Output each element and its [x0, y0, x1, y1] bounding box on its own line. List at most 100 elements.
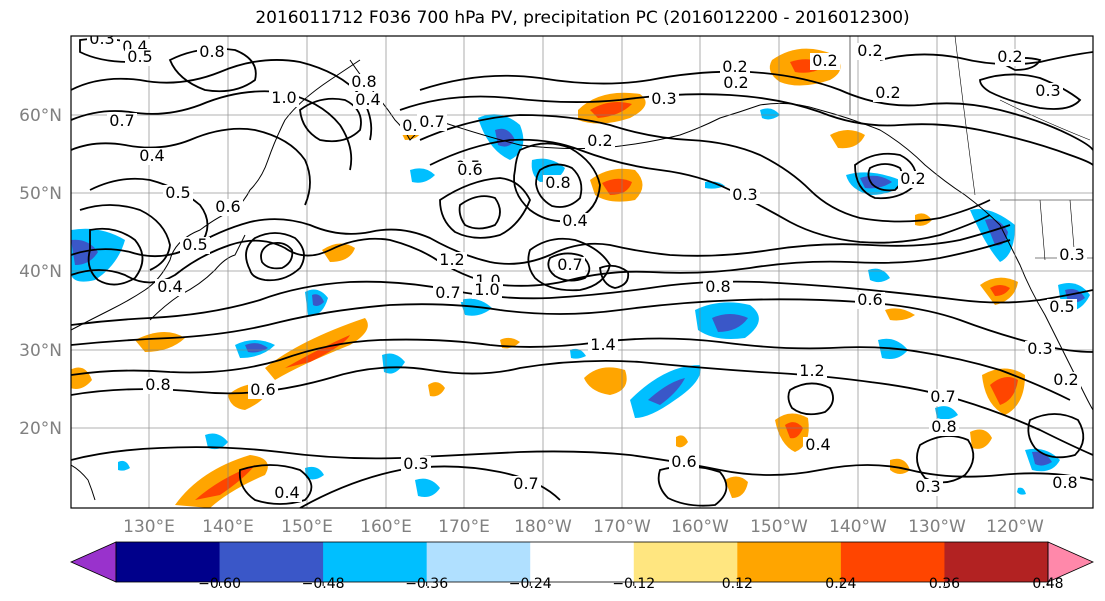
colorbar-swatch: [426, 542, 531, 582]
contour-label: 0.4: [139, 146, 164, 165]
contour-label-bg: [928, 389, 958, 406]
longitude-label: 150°E: [281, 517, 333, 537]
contour-label: 0.2: [997, 47, 1022, 66]
contour-label-bg: [649, 91, 679, 108]
shade-positive: [584, 367, 627, 395]
contour-label-bg: [155, 279, 185, 296]
latitude-labels: 60°N 50°N 40°N 30°N 20°N: [19, 106, 62, 439]
contour-label-bg: [455, 162, 485, 179]
contour-label: 0.3: [1059, 245, 1084, 264]
contour-label: 0.2: [587, 131, 612, 150]
colorbar-swatch: [633, 542, 738, 582]
contour-label: 1.2: [799, 361, 824, 380]
contour-label-bg: [929, 419, 959, 436]
map-panel: 0.3 0.40.5 0.81.00.70.40.50.60.50.40.80.40…: [71, 29, 1093, 508]
pv-contour: [916, 435, 975, 484]
shade-positive: [785, 422, 803, 439]
coastline-taiwan: [71, 464, 96, 501]
colorbar-tick-label: 0.36: [929, 576, 960, 592]
contour-label: 0.5: [127, 47, 152, 66]
shade-negative: [312, 294, 324, 306]
contour-label: 0.3: [1035, 81, 1060, 100]
contour-label: 0.3: [89, 29, 114, 48]
border-alaska-canada: [954, 36, 976, 196]
contour-label-bg: [349, 74, 379, 91]
colorbar-swatch: [737, 542, 842, 582]
pv-contour: [867, 163, 904, 192]
colorbar-swatch: [530, 542, 635, 582]
longitude-label: 120°W: [986, 517, 1044, 537]
shade-positive: [890, 458, 910, 474]
contour-label-bg: [1033, 83, 1063, 100]
contour-label-bg: [1057, 247, 1087, 264]
coastline-japan: [149, 234, 246, 321]
contour-label: 0.2: [857, 41, 882, 60]
longitude-labels: 130°E 140°E 150°E 160°E 170°E 180°W 170°W 160°W…: [123, 517, 1044, 537]
contour-label-bg: [437, 252, 467, 269]
contour-label: 0.3: [732, 185, 757, 204]
contour-label: 1.2: [439, 250, 464, 269]
pv-contour: [71, 280, 1093, 326]
colorbar: −0.60 −0.48 −0.36 −0.24 −0.12 0.12 0.24 0.36 0.4…: [70, 541, 1094, 592]
contour-label: 0.7: [109, 111, 134, 130]
border-canada-province: [999, 99, 1091, 141]
contour-label: 1.0: [474, 280, 499, 299]
pv-contour: [299, 97, 362, 143]
contour-label-bg: [855, 292, 885, 309]
contour-label-bg: [720, 59, 750, 76]
pv-contour: [1027, 413, 1085, 459]
colorbar-swatch: [840, 542, 945, 582]
shade-positive: [285, 335, 350, 368]
shade-negative: [415, 478, 440, 497]
contour-label: 0.7: [513, 474, 538, 493]
pv-contour: [71, 218, 1011, 265]
shade-positive: [970, 429, 992, 449]
colorbar-tick-label: −0.60: [198, 576, 241, 592]
contour-labels: 0.3 0.40.5 0.81.00.70.40.50.60.50.40.80.40…: [87, 29, 1087, 502]
contour-label: 0.8: [545, 173, 570, 192]
pv-contour: [419, 70, 1093, 151]
contour-label-bg: [543, 175, 573, 192]
contour-label-bg: [433, 285, 463, 302]
contour-label-bg: [511, 476, 541, 493]
shade-positive: [590, 102, 632, 118]
contour-label-bg: [107, 113, 137, 130]
contour-label: 0.2: [875, 83, 900, 102]
shade-negative: [705, 181, 725, 189]
contour-label: 1.0: [271, 88, 296, 107]
shade-negative: [1032, 451, 1052, 466]
contour-label: 0.8: [145, 375, 170, 394]
pv-contour: [238, 464, 313, 505]
pv-contour: [879, 51, 1093, 66]
contour-label-bg: [730, 187, 760, 204]
contour-label: 0.7: [930, 387, 955, 406]
contour-label-bg: [353, 92, 383, 109]
contour-label: 0.2: [1053, 370, 1078, 389]
longitude-label: 170°W: [593, 517, 651, 537]
colorbar-tick-label: 0.12: [722, 576, 753, 592]
coastline-alaska: [759, 102, 1001, 226]
colorbar-tick-label: 0.24: [825, 576, 856, 592]
contour-label: 0.8: [1052, 473, 1077, 492]
contour-label-bg: [180, 237, 210, 254]
contour-label-bg: [898, 171, 928, 188]
pv-contour: [527, 237, 611, 292]
contour-label: 0.5: [182, 235, 207, 254]
shade-negative: [935, 406, 958, 420]
contour-label-bg: [87, 36, 117, 48]
pv-contour: [87, 227, 144, 286]
contour-label: 0.6: [671, 452, 696, 471]
contour-label: 0.2: [900, 169, 925, 188]
pv-contour: [260, 241, 294, 270]
contour-label-bg: [143, 377, 173, 394]
contour-label-bg: [401, 456, 431, 473]
contour-label: 0.3: [403, 454, 428, 473]
contour-label-bg: [585, 133, 615, 150]
contour-label: 0.4: [157, 277, 182, 296]
contour-label-bg: [472, 282, 502, 299]
pv-contour: [429, 138, 991, 244]
contour-label-bg: [721, 75, 751, 92]
shade-negative: [305, 466, 324, 480]
colorbar-extend-low: [70, 541, 117, 583]
pv-contour: [787, 382, 834, 416]
